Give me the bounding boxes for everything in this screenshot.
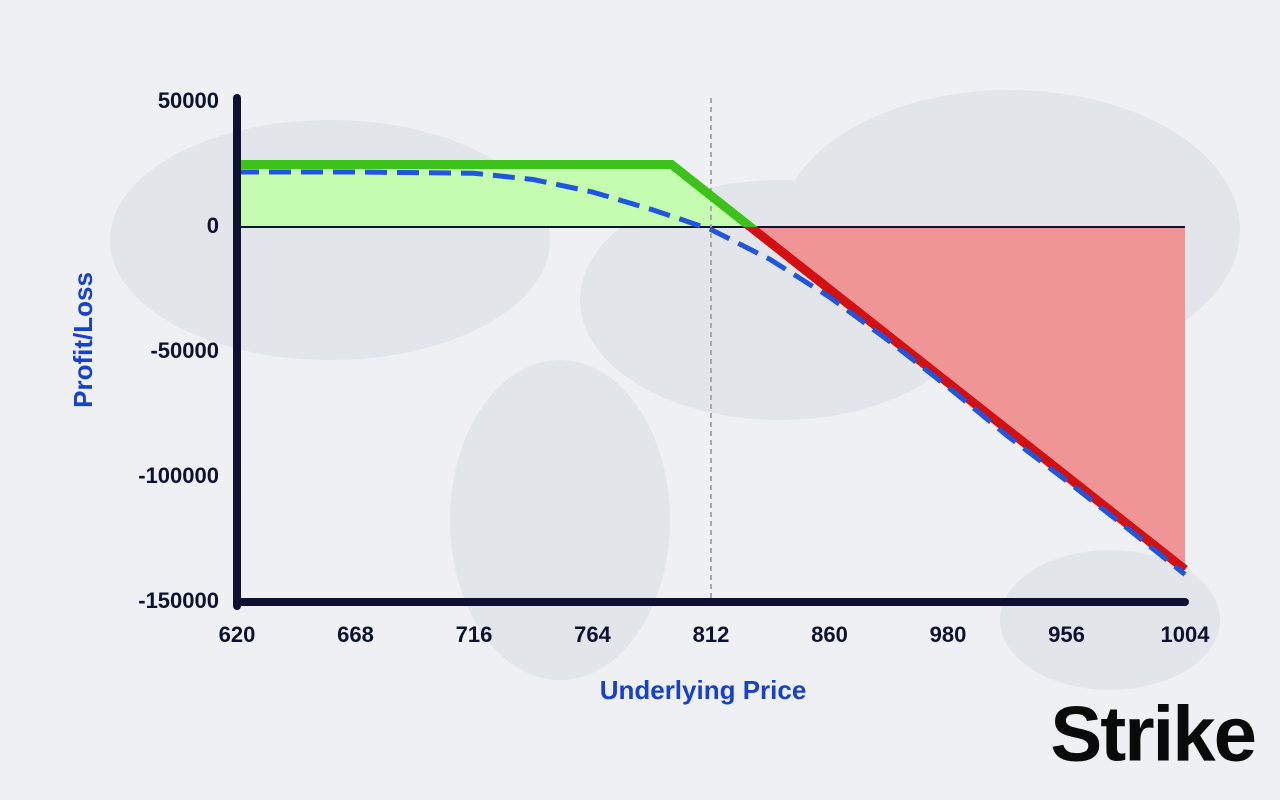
y-axis-title: Profit/Loss [68, 272, 98, 408]
x-tick-label: 668 [337, 622, 374, 647]
value-line [237, 169, 1187, 577]
y-tick-label: -100000 [138, 463, 219, 488]
pnl-area [237, 164, 1185, 570]
y-tick-label: -150000 [138, 588, 219, 613]
y-tick-label: -50000 [150, 338, 219, 363]
x-tick-label: 956 [1048, 622, 1085, 647]
x-tick-label: 764 [574, 622, 611, 647]
x-tick-label: 620 [219, 622, 256, 647]
x-axis-title: Underlying Price [600, 675, 807, 705]
x-tick-label: 980 [930, 622, 967, 647]
x-tick-label: 812 [693, 622, 730, 647]
y-tick-label: 0 [207, 213, 219, 238]
x-tick-label: 1004 [1161, 622, 1211, 647]
x-tick-label: 716 [456, 622, 493, 647]
payoff-line [237, 160, 1188, 574]
x-tick-label: 860 [811, 622, 848, 647]
logo: Strike [1050, 690, 1255, 778]
y-tick-label: 50000 [158, 88, 219, 113]
